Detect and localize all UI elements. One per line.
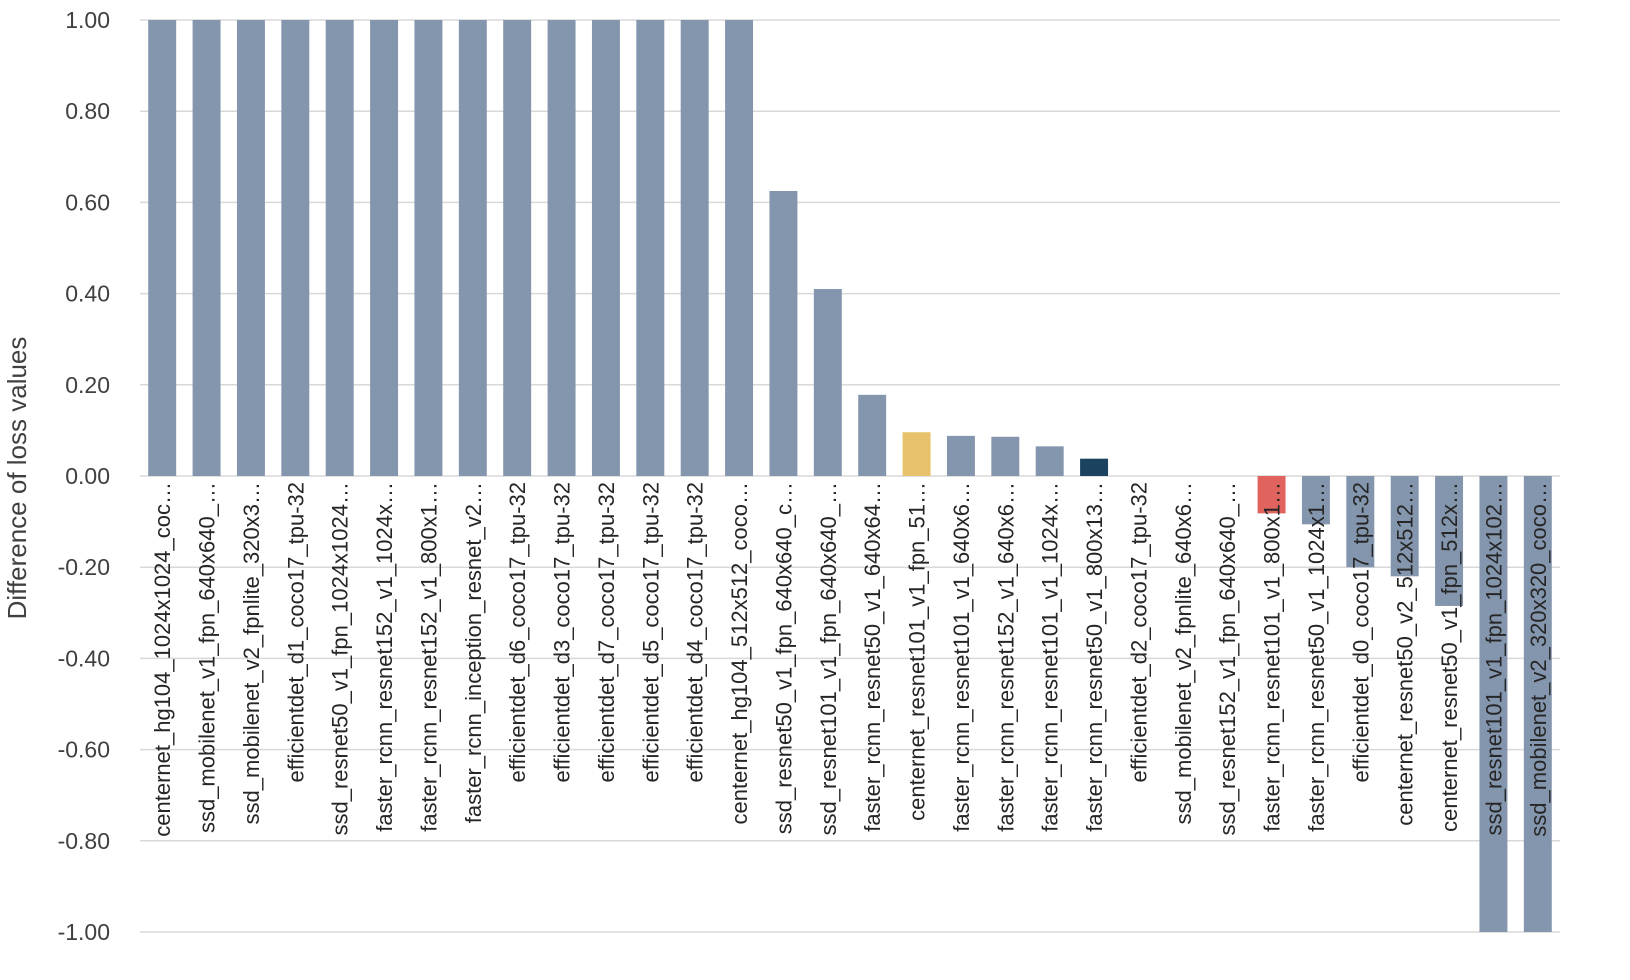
- bar: [946, 435, 975, 476]
- bar: [547, 20, 576, 476]
- x-category-label: centernet_resnet50_v2_512x512…: [1393, 482, 1418, 826]
- x-category-label: faster_rcnn_resnet152_v1_640x6…: [993, 482, 1018, 832]
- y-tick-label: -0.60: [58, 737, 110, 763]
- x-category-label: faster_rcnn_resnet152_v1_1024x…: [372, 482, 397, 832]
- x-category-label: efficientdet_d2_coco17_tpu-32: [1126, 482, 1151, 783]
- x-category-label: faster_rcnn_resnet50_v1_640x64…: [860, 482, 885, 832]
- x-category-label: efficientdet_d5_coco17_tpu-32: [638, 482, 663, 783]
- x-category-label: faster_rcnn_resnet50_v1_800x13…: [1082, 482, 1107, 832]
- bars: [148, 20, 1552, 932]
- x-category-label: faster_rcnn_inception_resnet_v2…: [461, 482, 486, 823]
- x-category-label: ssd_mobilenet_v1_fpn_640x640_…: [195, 482, 220, 833]
- x-category-label: faster_rcnn_resnet101_v1_1024x…: [1038, 482, 1063, 832]
- x-category-label: ssd_mobilenet_v2_fpnlite_640x6…: [1171, 482, 1196, 824]
- y-tick-label: -1.00: [58, 919, 110, 945]
- x-category-label: centernet_resnet101_v1_fpn_51…: [905, 482, 930, 821]
- bar: [1523, 476, 1552, 932]
- bar: [370, 20, 399, 476]
- bar: [1435, 476, 1464, 606]
- bar: [858, 394, 887, 476]
- y-tick-label: -0.40: [58, 645, 110, 671]
- bar: [1346, 476, 1375, 568]
- x-category-label: faster_rcnn_resnet101_v1_800x1…: [1260, 482, 1285, 832]
- y-tick-label: 1.00: [65, 7, 110, 33]
- x-category-label: ssd_resnet101_v1_fpn_1024x102…: [1481, 482, 1506, 836]
- bar: [458, 20, 487, 476]
- bar: [1257, 476, 1286, 514]
- x-category-label: ssd_resnet50_v1_fpn_640x640_c…: [771, 482, 796, 834]
- x-category-label: efficientdet_d0_coco17_tpu-32: [1348, 482, 1373, 783]
- bar: [325, 20, 354, 476]
- bar: [281, 20, 310, 476]
- bar: [591, 20, 620, 476]
- category-labels: centernet_hg104_1024x1024_coc… ssd_mobile…: [150, 482, 1551, 837]
- y-tick-label: 0.00: [65, 463, 110, 489]
- x-category-label: faster_rcnn_resnet50_v1_1024x1…: [1304, 482, 1329, 832]
- x-category-label: ssd_resnet152_v1_fpn_640x640_…: [1215, 482, 1240, 836]
- x-category-label: efficientdet_d6_coco17_tpu-32: [505, 482, 530, 783]
- bar: [1479, 476, 1508, 932]
- bar: [902, 432, 931, 476]
- x-category-label: efficientdet_d7_coco17_tpu-32: [594, 482, 619, 783]
- y-axis-ticks: 1.00 0.80 0.60 0.40 0.20 0.00 -0.20 -0.40 -0.60 -…: [58, 7, 110, 945]
- bar: [1035, 446, 1064, 476]
- x-category-label: faster_rcnn_resnet152_v1_800x1…: [416, 482, 441, 832]
- x-category-label: centernet_hg104_1024x1024_coc…: [150, 482, 175, 837]
- x-category-label: ssd_mobilenet_v2_320x320_coco…: [1526, 482, 1551, 837]
- x-category-label: efficientdet_d1_coco17_tpu-32: [283, 482, 308, 783]
- bar: [769, 191, 798, 476]
- x-category-label: efficientdet_d3_coco17_tpu-32: [550, 482, 575, 783]
- y-tick-label: 0.80: [65, 98, 110, 124]
- bar: [725, 20, 754, 476]
- y-tick-label: -0.80: [58, 828, 110, 854]
- bar: [813, 289, 842, 476]
- y-tick-label: -0.20: [58, 554, 110, 580]
- x-category-label: ssd_resnet101_v1_fpn_640x640_…: [816, 482, 841, 836]
- bar: [414, 20, 443, 476]
- y-tick-label: 0.20: [65, 372, 110, 398]
- bar: [236, 20, 265, 476]
- x-category-label: ssd_resnet50_v1_fpn_1024x1024…: [328, 482, 353, 836]
- x-category-label: centernet_hg104_512x512_coco…: [727, 482, 752, 825]
- x-category-label: ssd_mobilenet_v2_fpnlite_320x3…: [239, 482, 264, 824]
- y-tick-label: 0.60: [65, 189, 110, 215]
- y-tick-label: 0.40: [65, 281, 110, 307]
- x-category-label: faster_rcnn_resnet101_v1_640x6…: [949, 482, 974, 832]
- x-category-label: efficientdet_d4_coco17_tpu-32: [683, 482, 708, 783]
- bar: [192, 20, 221, 476]
- x-category-label: centernet_resnet50_v1_fpn_512x…: [1437, 482, 1462, 832]
- bar: [148, 20, 177, 476]
- bar: [1301, 476, 1330, 525]
- bar: [1390, 476, 1419, 577]
- bar: [636, 20, 665, 476]
- bar: [503, 20, 532, 476]
- bar: [991, 436, 1020, 476]
- bar: [680, 20, 709, 476]
- y-axis-title: Difference of loss values: [2, 337, 32, 620]
- bar: [1080, 458, 1109, 476]
